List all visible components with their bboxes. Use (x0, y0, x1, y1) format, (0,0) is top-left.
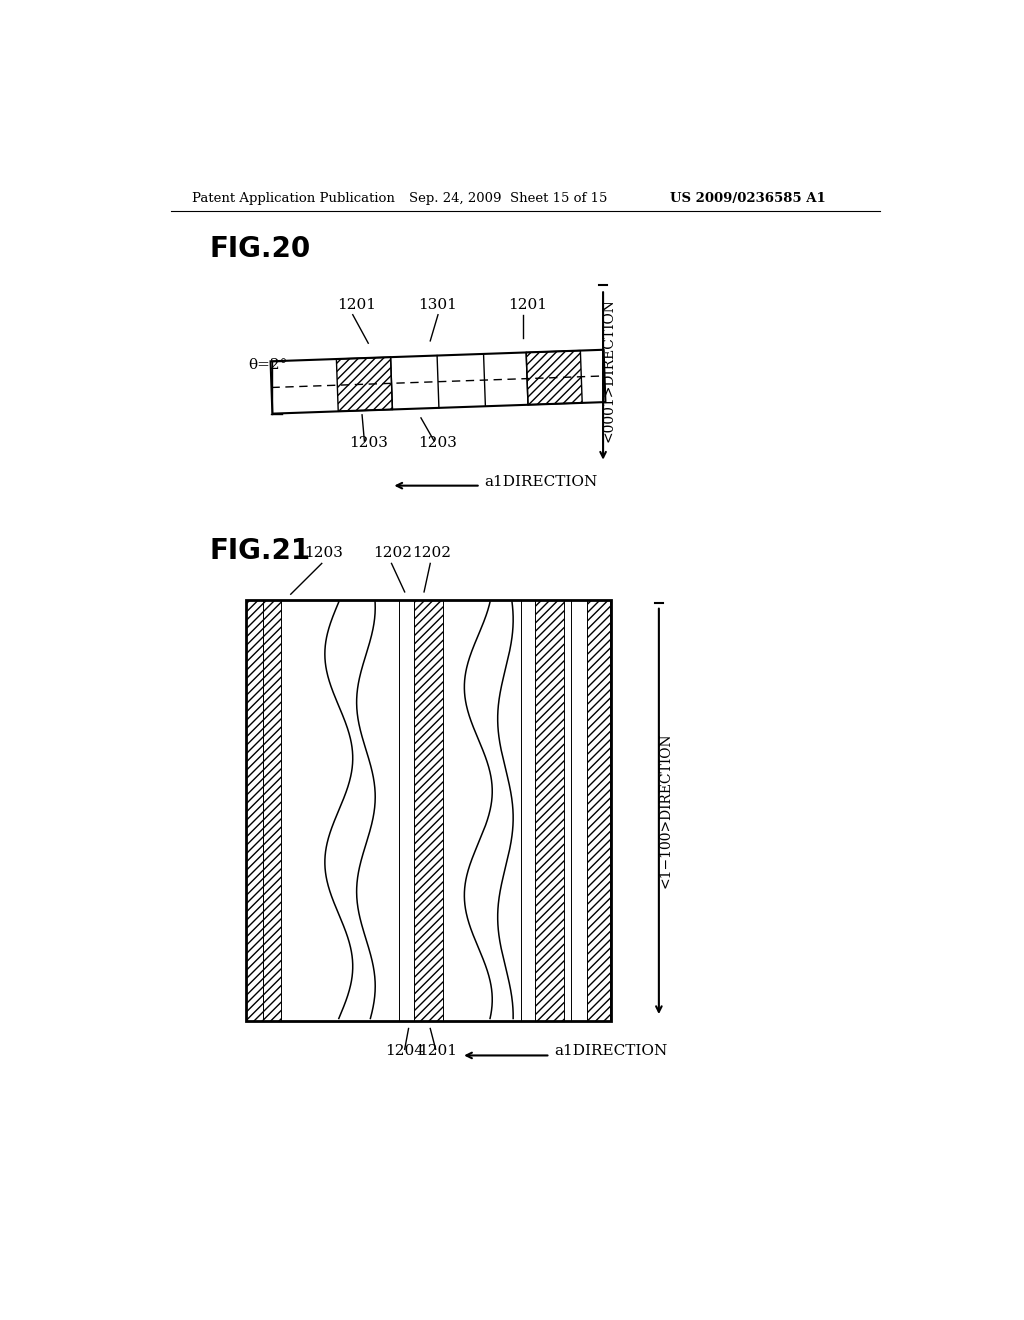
Bar (414, 599, 443, 1020)
Text: US 2009/0236585 A1: US 2009/0236585 A1 (671, 191, 826, 205)
Text: Sep. 24, 2009  Sheet 15 of 15: Sep. 24, 2009 Sheet 15 of 15 (409, 191, 607, 205)
Text: 1204: 1204 (385, 1044, 424, 1059)
Bar (246, 599, 611, 1020)
Text: 1201: 1201 (337, 297, 376, 312)
Text: 1203: 1203 (304, 546, 343, 560)
Text: 1301: 1301 (419, 297, 458, 312)
Text: a1DIRECTION: a1DIRECTION (484, 475, 598, 488)
Bar (535, 599, 563, 1020)
Bar (399, 599, 414, 1020)
Bar (587, 599, 610, 1020)
Text: <1−100>DIRECTION: <1−100>DIRECTION (658, 733, 672, 887)
Bar (246, 599, 263, 1020)
Polygon shape (526, 351, 583, 405)
Text: 1201: 1201 (419, 1044, 458, 1059)
Polygon shape (270, 350, 605, 413)
Text: θ=2°: θ=2° (248, 358, 288, 372)
Bar (263, 599, 281, 1020)
Text: Patent Application Publication: Patent Application Publication (191, 191, 394, 205)
Bar (521, 599, 535, 1020)
Text: 1201: 1201 (508, 297, 547, 312)
Text: FIG.20: FIG.20 (209, 235, 310, 263)
Bar (571, 599, 587, 1020)
Polygon shape (337, 358, 392, 412)
Text: 1203: 1203 (419, 436, 458, 450)
Text: 1202: 1202 (413, 546, 452, 560)
Text: FIG.21: FIG.21 (209, 537, 310, 565)
Bar (246, 599, 611, 1020)
Text: a1DIRECTION: a1DIRECTION (554, 1044, 668, 1059)
Text: <0001>DIRECTION: <0001>DIRECTION (601, 298, 615, 442)
Text: 1203: 1203 (349, 436, 388, 450)
Text: 1202: 1202 (374, 546, 413, 560)
